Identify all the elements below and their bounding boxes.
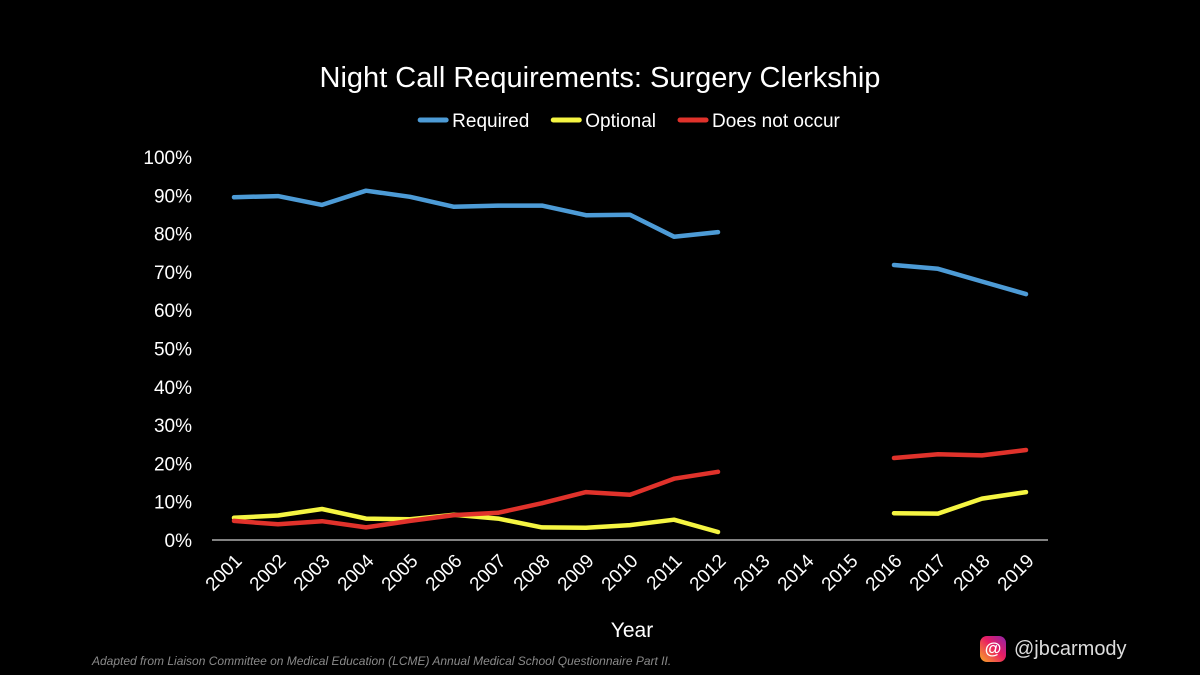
y-tick-label: 60%: [154, 301, 192, 322]
data-point-required: [232, 195, 236, 200]
y-tick-label: 100%: [143, 148, 192, 169]
x-tick-label: 2010: [598, 551, 643, 596]
threads-icon: @: [980, 636, 1006, 662]
data-point-required: [276, 194, 280, 199]
x-tick-label: 2009: [554, 551, 599, 596]
y-tick-label: 50%: [154, 340, 192, 361]
data-point-required: [628, 212, 632, 217]
data-point-optional: [628, 523, 632, 528]
data-point-does-not-occur: [364, 525, 368, 530]
data-point-does-not-occur: [980, 453, 984, 458]
data-point-does-not-occur: [232, 518, 236, 523]
data-point-optional: [716, 529, 720, 534]
y-tick-label: 70%: [154, 263, 192, 284]
data-point-required: [496, 203, 500, 208]
plot-area: [231, 188, 1029, 535]
data-point-required: [408, 194, 412, 199]
data-point-required: [452, 204, 456, 209]
legend-label: Does not occur: [712, 111, 840, 132]
y-tick-label: 80%: [154, 225, 192, 246]
data-point-does-not-occur: [936, 452, 940, 457]
x-tick-label: 2007: [466, 551, 511, 596]
x-tick-label: 2017: [906, 551, 951, 596]
data-point-optional: [540, 525, 544, 530]
x-tick-label: 2003: [290, 551, 335, 596]
source-note: Adapted from Liaison Committee on Medica…: [92, 654, 672, 668]
data-point-does-not-occur: [628, 492, 632, 497]
data-point-optional: [276, 513, 280, 518]
data-point-optional: [672, 517, 676, 522]
data-point-required: [936, 266, 940, 271]
data-point-does-not-occur: [584, 490, 588, 495]
x-tick-label: 2012: [686, 551, 731, 596]
x-tick-label: 2018: [950, 551, 995, 596]
data-point-optional: [1024, 490, 1028, 495]
data-point-required: [892, 263, 896, 268]
x-tick-label: 2008: [510, 551, 555, 596]
data-point-does-not-occur: [716, 469, 720, 474]
series-line-required: [231, 188, 1029, 297]
x-tick-label: 2002: [246, 551, 291, 596]
x-axis: 2001 2002 2003 2004 2005 2006 2007 2008 2009 2010…: [202, 539, 1048, 596]
data-point-optional: [364, 516, 368, 521]
x-tick-label: 2015: [818, 551, 863, 596]
x-tick-label: 2019: [994, 551, 1039, 596]
data-point-required: [980, 279, 984, 284]
x-axis-label: Year: [611, 619, 653, 642]
series-line-optional: [231, 489, 1029, 535]
data-point-does-not-occur: [276, 522, 280, 527]
data-point-required: [1024, 292, 1028, 297]
data-point-does-not-occur: [408, 518, 412, 523]
data-point-required: [584, 213, 588, 218]
legend-label: Optional: [585, 111, 656, 132]
data-point-required: [364, 188, 368, 193]
data-point-optional: [980, 496, 984, 501]
data-point-required: [716, 230, 720, 235]
y-tick-label: 10%: [154, 493, 192, 514]
data-point-does-not-occur: [452, 513, 456, 518]
data-point-does-not-occur: [496, 510, 500, 515]
data-point-does-not-occur: [1024, 447, 1028, 452]
y-axis: 0% 10% 20% 30% 40% 50% 60% 70% 80% 90% 100%: [143, 148, 192, 552]
x-tick-label: 2001: [202, 551, 247, 596]
data-point-does-not-occur: [672, 476, 676, 481]
legend-label: Required: [452, 111, 529, 132]
data-point-does-not-occur: [540, 501, 544, 506]
x-tick-label: 2005: [378, 551, 423, 596]
y-tick-label: 30%: [154, 416, 192, 437]
y-tick-label: 40%: [154, 378, 192, 399]
x-tick-label: 2013: [730, 551, 775, 596]
data-point-does-not-occur: [320, 519, 324, 524]
data-point-optional: [936, 511, 940, 516]
data-point-required: [540, 203, 544, 208]
legend: Required Optional Does not occur: [417, 111, 841, 132]
data-point-does-not-occur: [892, 456, 896, 461]
chart-title: Night Call Requirements: Surgery Clerksh…: [320, 62, 881, 94]
x-tick-label: 2004: [334, 550, 379, 595]
x-tick-label: 2016: [862, 551, 907, 596]
social-handle[interactable]: @ @jbcarmody: [980, 636, 1127, 662]
x-tick-label: 2011: [643, 551, 687, 595]
data-point-required: [320, 202, 324, 207]
series-line-does-not-occur: [231, 447, 1029, 530]
x-tick-label: 2006: [422, 551, 467, 596]
handle-text: @jbcarmody: [1014, 637, 1127, 660]
data-point-optional: [320, 506, 324, 511]
y-tick-label: 0%: [165, 531, 193, 552]
data-point-optional: [496, 516, 500, 521]
y-tick-label: 90%: [154, 186, 192, 207]
y-tick-label: 20%: [154, 454, 192, 475]
data-point-required: [672, 234, 676, 239]
data-point-optional: [892, 511, 896, 516]
x-tick-label: 2014: [774, 550, 819, 595]
data-point-optional: [584, 525, 588, 530]
